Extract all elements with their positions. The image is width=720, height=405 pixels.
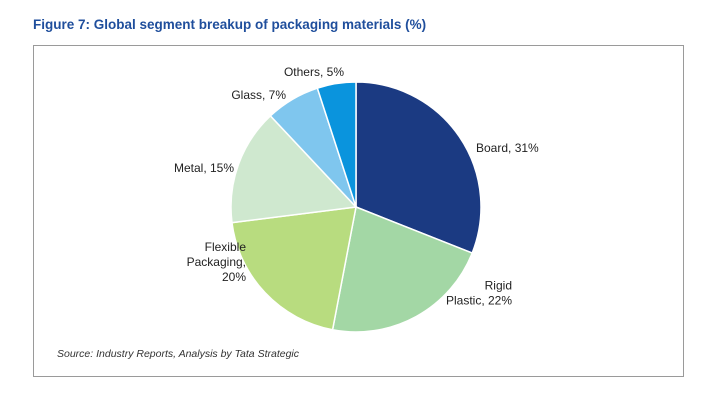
pie-chart: Board, 31% Rigid Plastic, 22% Flexible Packa… xyxy=(174,65,539,333)
slice-label-flexible-packaging: Flexible Packaging, 20% xyxy=(187,240,247,284)
slice-label-rigid-plastic: Rigid Plastic, 22% xyxy=(446,279,512,308)
slice-label-others: Others, 5% xyxy=(284,65,344,79)
figure-title: Figure 7: Global segment breakup of pack… xyxy=(33,17,427,32)
slice-label-board: Board, 31% xyxy=(476,141,539,155)
pie-slice-board xyxy=(355,81,482,254)
slice-label-glass: Glass, 7% xyxy=(231,88,286,102)
chart-frame: Board, 31% Rigid Plastic, 22% Flexible Packa… xyxy=(33,45,684,377)
pie-slice-metal xyxy=(230,114,358,224)
source-note: Source: Industry Reports, Analysis by Ta… xyxy=(57,348,300,360)
pie-slice-rigid-plastic xyxy=(331,205,474,333)
pie-slice-flexible-packaging xyxy=(231,206,357,331)
slice-label-metal: Metal, 15% xyxy=(174,161,234,175)
pie-slice-others xyxy=(316,81,357,208)
